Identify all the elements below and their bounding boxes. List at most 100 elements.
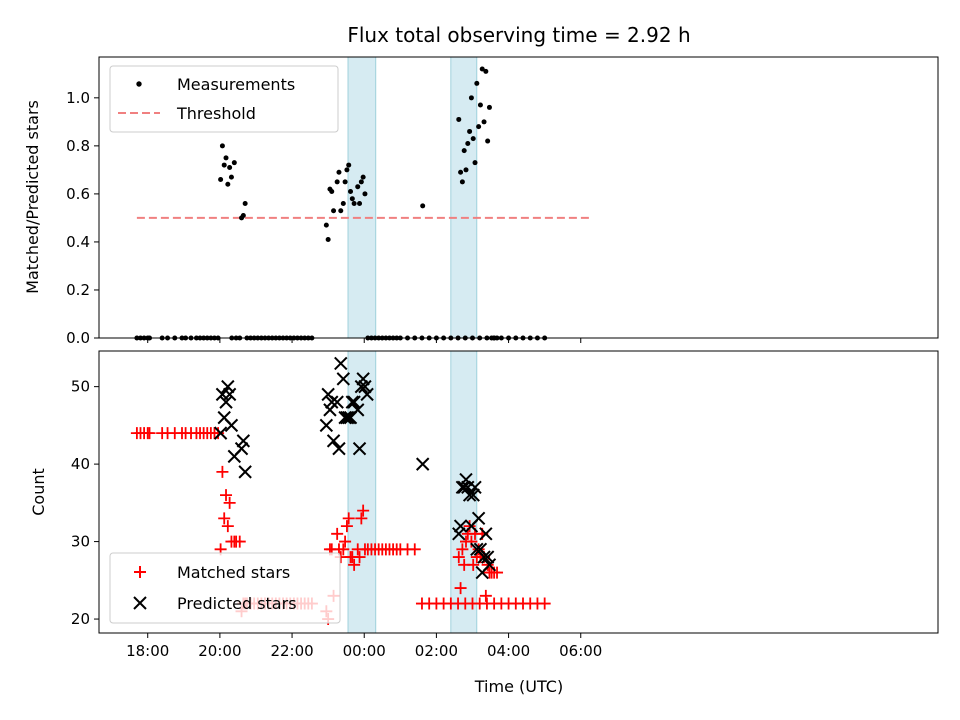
measurement-point [420, 203, 426, 209]
predicted-star-point [221, 379, 235, 394]
ratio-legend: Measurements Threshold [109, 65, 339, 133]
measurement-point [218, 176, 224, 182]
matched-star-point [342, 512, 355, 525]
predicted-star-point [345, 395, 360, 409]
count-ytick-label: 40 [71, 455, 90, 473]
measurement-point [240, 213, 246, 219]
measurement-point [461, 148, 467, 154]
predicted-star-point [479, 527, 493, 541]
measurement-point [477, 102, 483, 108]
count-xtick-label: 06:00 [559, 642, 602, 660]
measurement-point [481, 119, 487, 125]
matched-star-point [216, 465, 229, 478]
legend-marker-measurements [136, 81, 142, 87]
count-xtick-label: 00:00 [343, 642, 386, 660]
predicted-star-point [334, 356, 348, 371]
predicted-star-point [468, 480, 482, 495]
measurement-point [355, 184, 361, 190]
predicted-star-point [352, 441, 367, 456]
matched-star-point [218, 512, 231, 525]
count-ytick-label: 20 [71, 610, 90, 628]
chart-title: Flux total observing time = 2.92 h [347, 23, 690, 47]
measurement-point [470, 136, 476, 142]
measurement-point [479, 66, 485, 72]
measurement-point [459, 179, 465, 185]
count-legend-box [109, 552, 341, 624]
measurement-point [323, 222, 329, 228]
predicted-star-point [452, 527, 466, 541]
count-xtick-label: 02:00 [415, 642, 458, 660]
predicted-star-point [354, 379, 369, 394]
matched-star-point [408, 543, 421, 556]
ratio-panel-ylabel: Matched/Predicted stars [23, 100, 42, 294]
matched-star-point [463, 520, 476, 533]
measurement-point [225, 181, 231, 187]
shaded-interval-1 [450, 56, 478, 339]
measurement-point [465, 140, 471, 146]
measurement-point [467, 128, 473, 134]
predicted-star-point [471, 511, 486, 526]
legend-marker-matched [134, 566, 146, 578]
matched-star-point [472, 543, 485, 556]
matched-star-point [467, 558, 480, 571]
measurement-point [231, 160, 237, 166]
matched-star-point [456, 543, 469, 556]
count-xtick-label: 22:00 [270, 642, 313, 660]
predicted-star-point [330, 395, 344, 409]
measurement-point [338, 208, 344, 214]
measurement-point [456, 116, 462, 122]
matched-star-point [337, 543, 350, 556]
predicted-star-point [332, 441, 346, 456]
matched-star-point [538, 597, 551, 610]
matched-star-point [491, 566, 504, 579]
count-panel: 20 30 40 50 18:00 20:00 22:00 00:00 02:00 04:00 0… [29, 350, 939, 696]
matched-star-point [143, 427, 156, 440]
legend-label-threshold: Threshold [176, 104, 256, 123]
measurement-point [486, 104, 492, 110]
legend-label-matched: Matched stars [177, 563, 290, 582]
measurement-point [474, 80, 480, 86]
predicted-star-point [325, 395, 339, 409]
predicted-star-point [236, 434, 251, 448]
measurement-point [331, 208, 337, 214]
shaded-interval-0 [347, 350, 377, 634]
predicted-star-point [219, 395, 233, 409]
legend-label-measurements: Measurements [177, 75, 295, 94]
predicted-star-point [415, 457, 430, 471]
count-legend: Matched stars Predicted stars [109, 552, 341, 624]
measurement-point [348, 188, 354, 194]
measurement-point [219, 143, 225, 149]
predicted-star-point [462, 488, 477, 502]
predicted-star-point [224, 418, 239, 433]
predicted-star-point [222, 387, 237, 402]
count-panel-ylabel: Count [29, 468, 48, 516]
predicted-star-point [453, 519, 468, 533]
measurement-point [360, 174, 366, 180]
measurement-point [358, 179, 364, 185]
matched-star-point [479, 589, 492, 602]
matched-star-point [465, 535, 478, 548]
measurement-point [463, 167, 469, 173]
predicted-star-point [336, 372, 351, 386]
ratio-legend-box [109, 65, 339, 133]
measurement-point [242, 201, 248, 207]
measurement-point [325, 237, 331, 243]
measurement-point [458, 169, 464, 175]
measurement-point [485, 138, 491, 144]
ratio-ytick-label: 0.8 [66, 137, 90, 155]
ratio-panel-frame [98, 56, 939, 339]
matched-star-point [233, 535, 246, 548]
legend-label-predicted: Predicted stars [177, 594, 297, 613]
ratio-ytick-label: 1.0 [66, 89, 90, 107]
measurement-point [228, 174, 234, 180]
matched-star-point [340, 520, 353, 533]
matched-star-point [348, 558, 361, 571]
matched-star-point [454, 582, 467, 595]
predicted-star-point [340, 410, 354, 425]
predicted-star-point [319, 418, 334, 433]
ratio-ytick-label: 0.2 [66, 281, 90, 299]
count-panel-frame [98, 350, 939, 634]
measurement-point [349, 196, 355, 202]
predicted-star-point [356, 372, 370, 386]
matched-star-point [339, 535, 352, 548]
